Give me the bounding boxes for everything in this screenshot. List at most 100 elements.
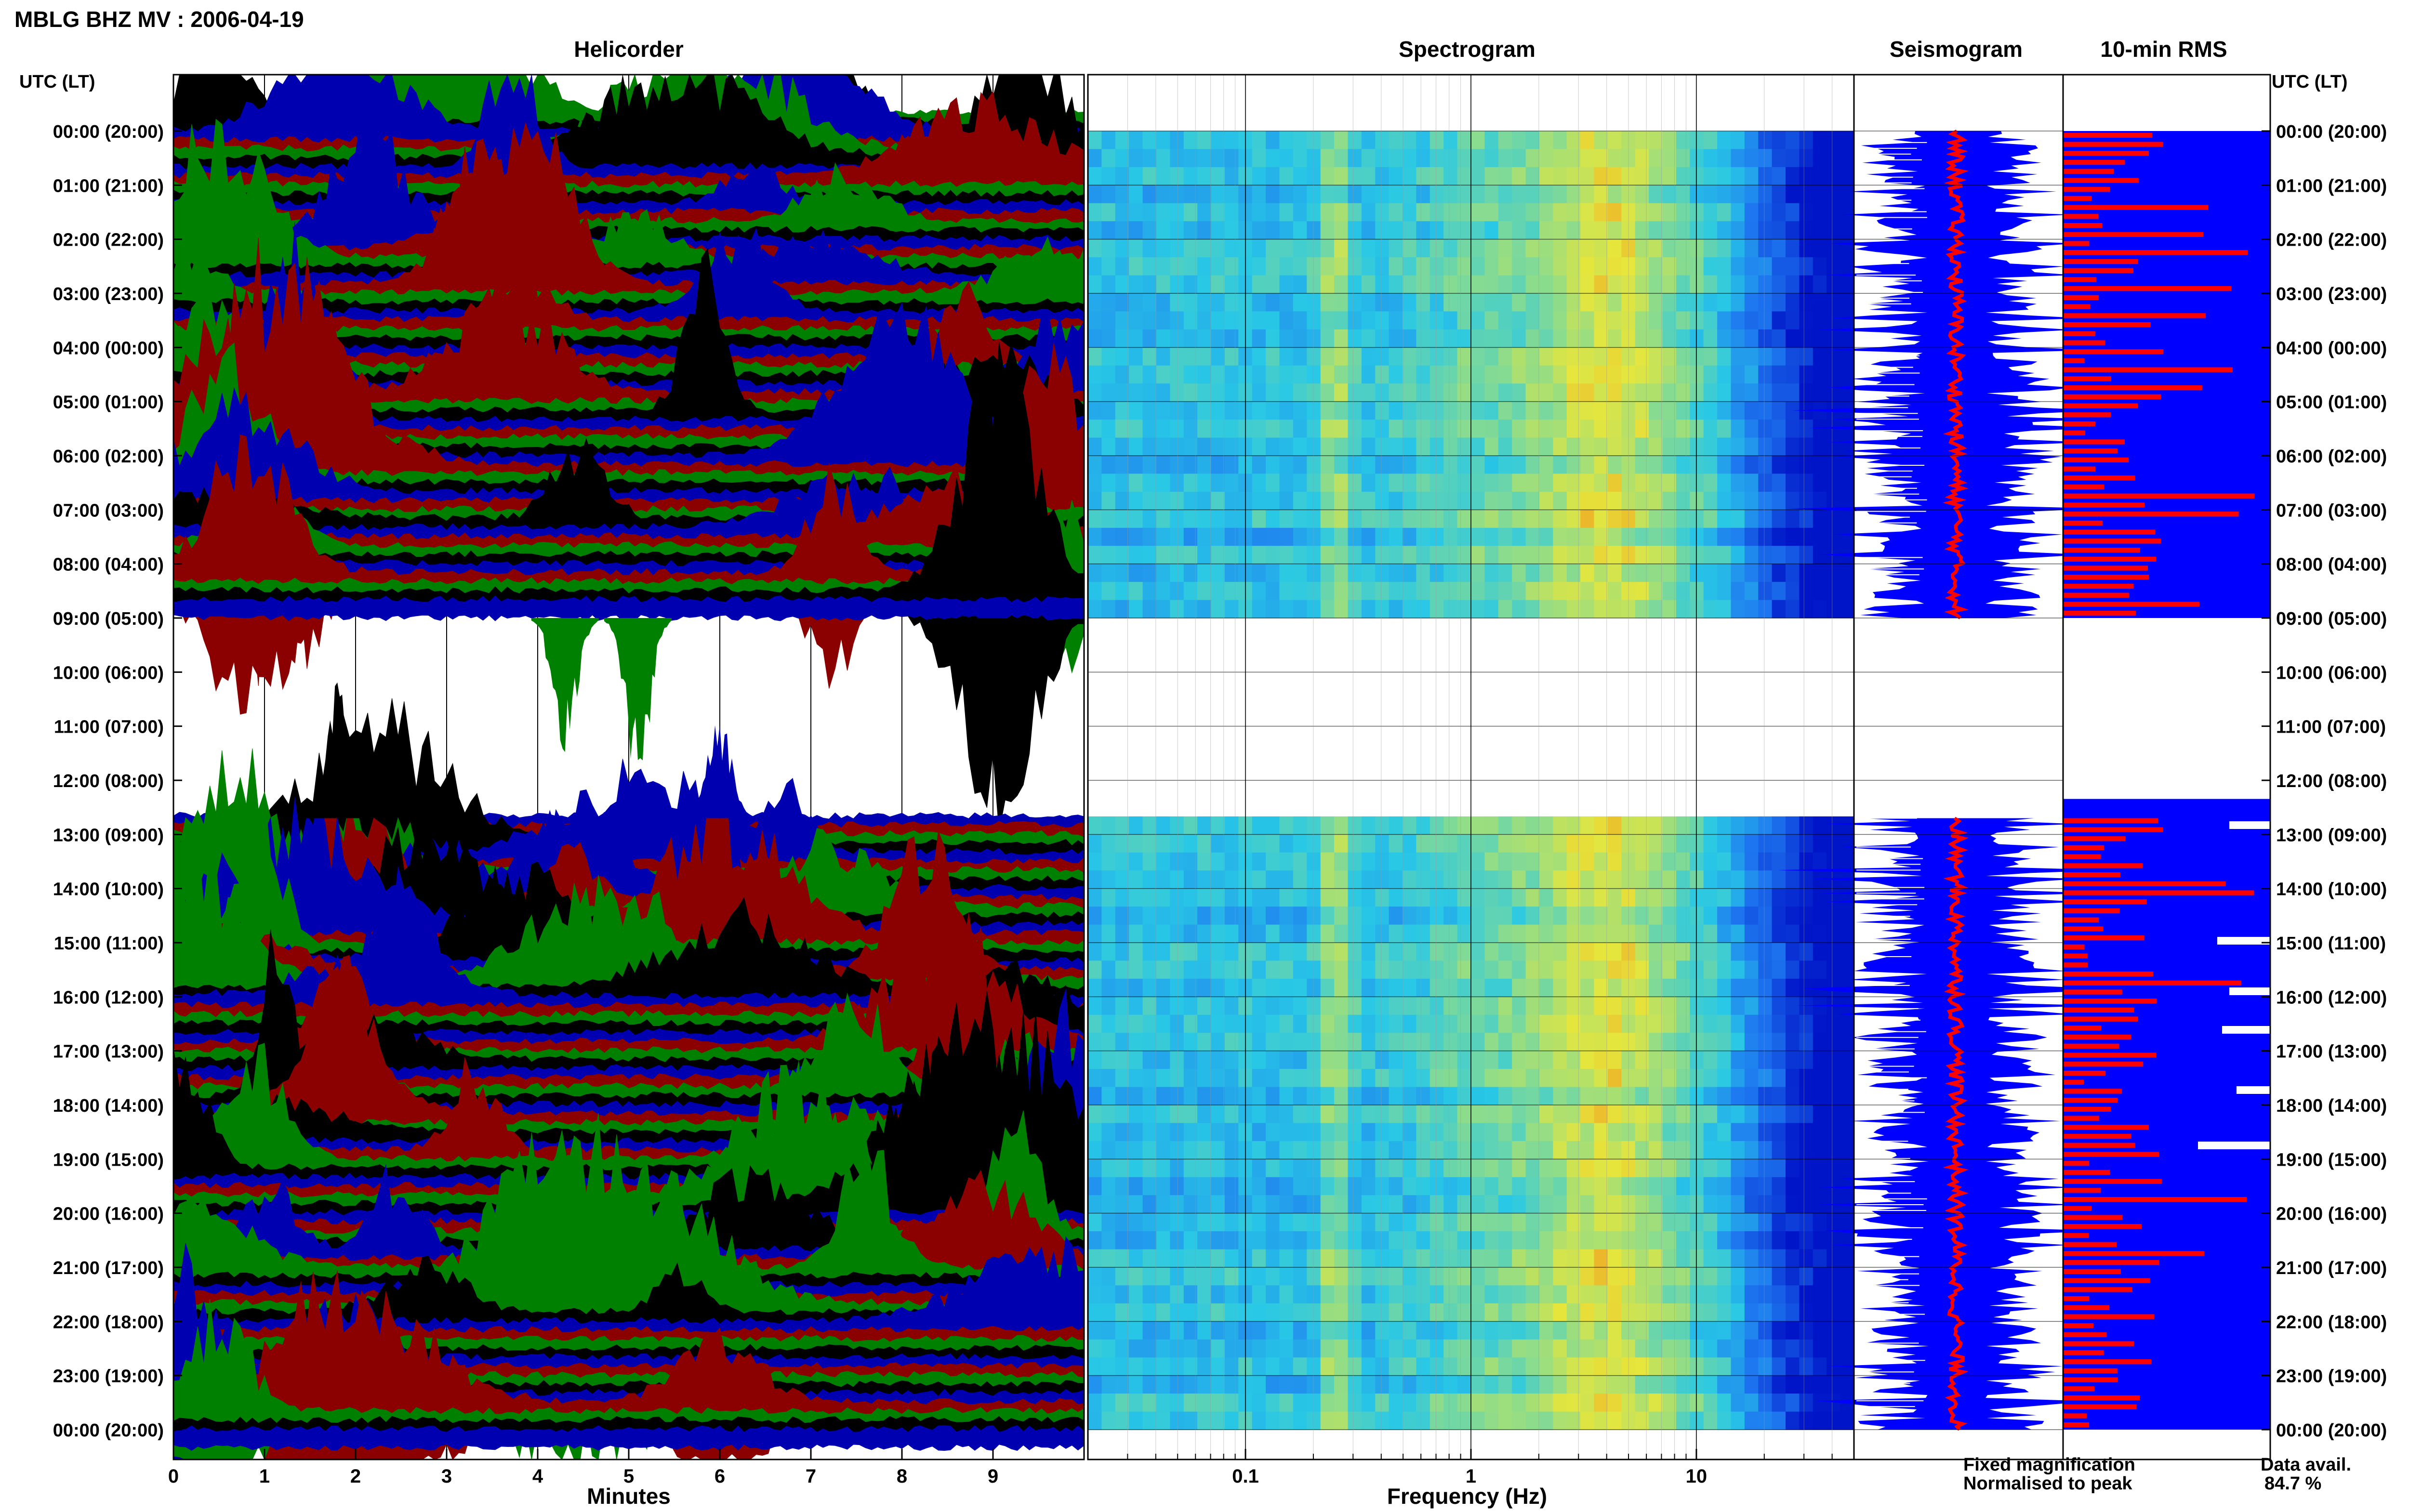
spectrogram-cell	[1635, 1087, 1649, 1105]
spectrogram-cell	[1115, 1285, 1129, 1304]
spectrogram-cell	[1389, 311, 1403, 330]
spectrogram-cell	[1827, 1033, 1841, 1052]
spectrogram-cell	[1348, 365, 1362, 384]
spectrogram-cell	[1307, 401, 1321, 420]
spectrogram-cell	[1512, 943, 1526, 961]
spectrogram-cell	[1361, 1177, 1376, 1196]
spectrogram-cell	[1170, 1231, 1184, 1250]
spectrogram-cell	[1307, 582, 1321, 601]
spectrogram-cell	[1293, 185, 1307, 204]
spectrogram-cell	[1307, 978, 1321, 997]
spectrogram-cell	[1416, 420, 1430, 438]
spectrogram-cell	[1375, 347, 1390, 366]
spectrogram-cell	[1443, 870, 1458, 889]
spectrogram-cell	[1443, 924, 1458, 943]
spectrogram-cell	[1088, 221, 1102, 240]
rms-normalised-bar	[2063, 1170, 2110, 1175]
spectrogram-cell	[1676, 275, 1690, 294]
spectrogram-cell	[1662, 420, 1677, 438]
spectrogram-cell	[1142, 1141, 1157, 1159]
spectrogram-cell	[1320, 491, 1335, 510]
spectrogram-cell	[1731, 582, 1745, 601]
spectrogram-cell	[1553, 239, 1567, 258]
spectrogram-cell	[1731, 1303, 1745, 1322]
spectrogram-cell	[1211, 149, 1225, 168]
spectrogram-cell	[1717, 1177, 1732, 1196]
spectrogram-cell	[1731, 907, 1745, 925]
spectrogram-cell	[1676, 437, 1690, 456]
spectrogram-cell	[1129, 167, 1143, 185]
spectrogram-cell	[1484, 600, 1499, 618]
spectrogram-cell	[1443, 473, 1458, 492]
spectrogram-cell	[1266, 1394, 1280, 1412]
spectrogram-cell	[1252, 852, 1266, 871]
spectrogram-cell	[1813, 1213, 1827, 1232]
spectrogram-cell	[1443, 401, 1458, 420]
spectrogram-cell	[1252, 1141, 1266, 1159]
spectrogram-cell	[1224, 1069, 1239, 1088]
spectrogram-cell	[1293, 960, 1307, 979]
spectrogram-cell	[1703, 943, 1718, 961]
spectrogram-cell	[1662, 131, 1677, 149]
spectrogram-cell	[1758, 1411, 1773, 1430]
spectrogram-cell	[1703, 456, 1718, 474]
spectrogram-cell	[1279, 870, 1294, 889]
spectrogram-cell	[1471, 1195, 1485, 1214]
spectrogram-cell	[1772, 888, 1786, 907]
spectrogram-cell	[1088, 1375, 1102, 1394]
spectrogram-cell	[1348, 1051, 1362, 1069]
spectrogram-cell	[1676, 1105, 1690, 1123]
spectrogram-cell	[1389, 924, 1403, 943]
spectrogram-cell	[1813, 564, 1827, 582]
spectrogram-cell	[1799, 203, 1813, 222]
spectrogram-cell	[1307, 1213, 1321, 1232]
spectrogram-cell	[1307, 527, 1321, 546]
spectrogram-cell	[1676, 564, 1690, 582]
spectrogram-cell	[1279, 1105, 1294, 1123]
time-label-left: 21:00 (17:00)	[53, 1258, 164, 1278]
spectrogram-cell	[1676, 329, 1690, 348]
spectrogram-cell	[1430, 1123, 1444, 1142]
spectrogram-cell	[1703, 1159, 1718, 1178]
spectrogram-cell	[1731, 978, 1745, 997]
spectrogram-cell	[1498, 943, 1512, 961]
spectrogram-cell	[1293, 1321, 1307, 1340]
spectrogram-cell	[1279, 1159, 1294, 1178]
spectrogram-cell	[1607, 383, 1622, 402]
spectrogram-cell	[1334, 1069, 1349, 1088]
spectrogram-cell	[1539, 1321, 1553, 1340]
spectrogram-cell	[1293, 329, 1307, 348]
spectrogram-cell	[1649, 1249, 1663, 1268]
spectrogram-cell	[1553, 943, 1567, 961]
spectrogram-cell	[1649, 1105, 1663, 1123]
spectrogram-cell	[1799, 1051, 1813, 1069]
spectrogram-row	[1088, 978, 1854, 997]
spectrogram-cell	[1389, 185, 1403, 204]
spectrogram-cell	[1088, 1123, 1102, 1142]
spectrogram-cell	[1266, 131, 1280, 149]
spectrogram-cell	[1115, 420, 1129, 438]
spectrogram-cell	[1594, 131, 1608, 149]
spectrogram-cell	[1717, 1303, 1732, 1322]
spectrogram-cell	[1361, 347, 1376, 366]
spectrogram-cell	[1553, 1069, 1567, 1088]
spectrogram-cell	[1348, 1231, 1362, 1250]
spectrogram-cell	[1170, 1177, 1184, 1196]
left-axis-header: UTC (LT)	[19, 72, 95, 92]
spectrogram-cell	[1525, 1267, 1540, 1286]
spectrogram-cell	[1758, 185, 1773, 204]
spectrogram-cell	[1813, 1014, 1827, 1033]
spectrogram-cell	[1307, 1285, 1321, 1304]
spectrogram-cell	[1211, 311, 1225, 330]
seismogram-normalised-trace	[1942, 129, 1969, 619]
spectrogram-cell	[1594, 456, 1608, 474]
spectrogram-cell	[1211, 1033, 1225, 1052]
spectrogram-cell	[1731, 1375, 1745, 1394]
spectrogram-cell	[1539, 1159, 1553, 1178]
spectrogram-cell	[1361, 456, 1376, 474]
rms-normalised-bar	[2063, 529, 2156, 535]
spectrogram-cell	[1170, 1195, 1184, 1214]
spectrogram-cell	[1403, 1033, 1416, 1052]
spectrogram-cell	[1827, 527, 1841, 546]
spectrogram-cell	[1539, 527, 1553, 546]
